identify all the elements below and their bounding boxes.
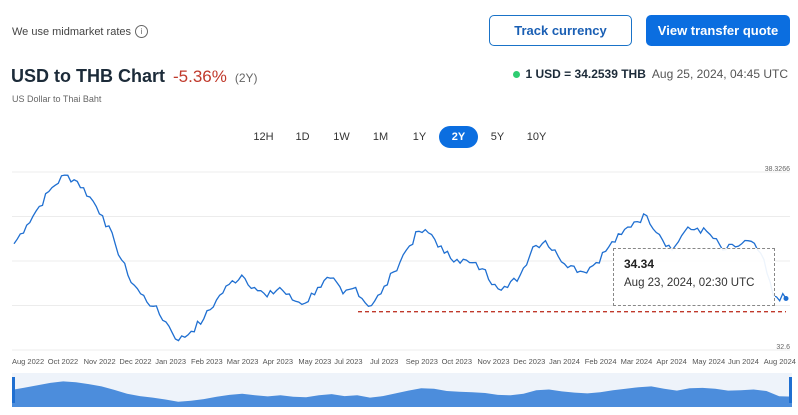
top-bar: We use midmarket rates i Track currency … xyxy=(0,0,798,60)
x-tick-label: Jan 2024 xyxy=(549,357,580,366)
view-transfer-quote-button[interactable]: View transfer quote xyxy=(646,15,790,46)
chart-tooltip: 34.34 Aug 23, 2024, 02:30 UTC xyxy=(613,248,775,306)
x-tick-label: Dec 2022 xyxy=(119,357,152,366)
tab-2y[interactable]: 2Y xyxy=(439,126,478,148)
live-status-dot-icon xyxy=(512,70,520,78)
x-tick-label: Nov 2023 xyxy=(477,357,510,366)
midmarket-text: We use midmarket rates xyxy=(12,25,132,38)
tab-1y[interactable]: 1Y xyxy=(412,131,427,143)
timeframe-tabs: 12H 1D 1W 1M 1Y 2Y 5Y 10Y xyxy=(244,126,556,148)
x-tick-label: Jul 2023 xyxy=(370,357,399,366)
tooltip-value: 34.34 xyxy=(624,257,655,271)
tab-12h[interactable]: 12H xyxy=(253,131,274,143)
usd-thb-series-line xyxy=(13,174,787,342)
tooltip-date: Aug 23, 2024, 02:30 UTC xyxy=(624,277,755,289)
x-tick-label: Aug 2024 xyxy=(763,357,796,366)
current-point xyxy=(783,295,789,301)
change-period: (2Y) xyxy=(234,71,258,85)
info-icon[interactable]: i xyxy=(135,25,149,38)
page-title: USD to THB Chart xyxy=(11,66,165,86)
chart-title-row: USD to THB Chart -5.36% (2Y) xyxy=(11,66,258,87)
navigator-area xyxy=(12,381,792,407)
page-subtitle: US Dollar to Thai Baht xyxy=(12,94,102,104)
x-tick-label: Nov 2022 xyxy=(83,357,116,366)
y-axis-min-label: 32.6 xyxy=(776,344,790,351)
tab-10y[interactable]: 10Y xyxy=(526,131,547,143)
x-tick-label: Feb 2023 xyxy=(191,357,223,366)
x-tick-label: Apr 2024 xyxy=(656,357,687,366)
navigator-left-handle xyxy=(12,377,15,403)
x-tick-label: Mar 2023 xyxy=(226,357,259,366)
x-tick-label: Sep 2023 xyxy=(405,357,438,366)
tab-5y[interactable]: 5Y xyxy=(490,131,505,143)
x-tick-label: Oct 2022 xyxy=(47,357,79,366)
tab-1d[interactable]: 1D xyxy=(295,131,310,143)
percent-change: -5.36% xyxy=(173,67,227,86)
x-tick-label: Jun 2024 xyxy=(728,357,759,366)
rate-timestamp: Aug 25, 2024, 04:45 UTC xyxy=(651,67,788,81)
x-tick-label: May 2023 xyxy=(298,357,332,366)
track-currency-button[interactable]: Track currency xyxy=(489,15,632,46)
y-axis-max-label: 38.3266 xyxy=(764,166,790,173)
current-rate: 1 USD = 34.2539 THB Aug 25, 2024, 04:45 … xyxy=(512,67,788,81)
x-tick-label: Mar 2024 xyxy=(620,357,653,366)
tab-1m[interactable]: 1M xyxy=(372,131,389,143)
x-tick-label: May 2024 xyxy=(692,357,726,366)
x-tick-label: Apr 2023 xyxy=(262,357,294,366)
x-tick-label: Jan 2023 xyxy=(155,357,187,366)
tab-1w[interactable]: 1W xyxy=(333,131,350,143)
midmarket-note: We use midmarket rates i xyxy=(12,25,149,38)
x-tick-label: Aug 2022 xyxy=(12,357,45,366)
range-navigator[interactable] xyxy=(12,373,792,407)
navigator-right-handle xyxy=(789,377,792,403)
x-tick-label: Oct 2023 xyxy=(441,357,473,366)
x-tick-label: Dec 2023 xyxy=(513,357,546,366)
rate-value: 1 USD = 34.2539 THB xyxy=(525,67,646,81)
x-tick-label: Jul 2023 xyxy=(334,357,363,366)
x-tick-label: Feb 2024 xyxy=(584,357,617,366)
